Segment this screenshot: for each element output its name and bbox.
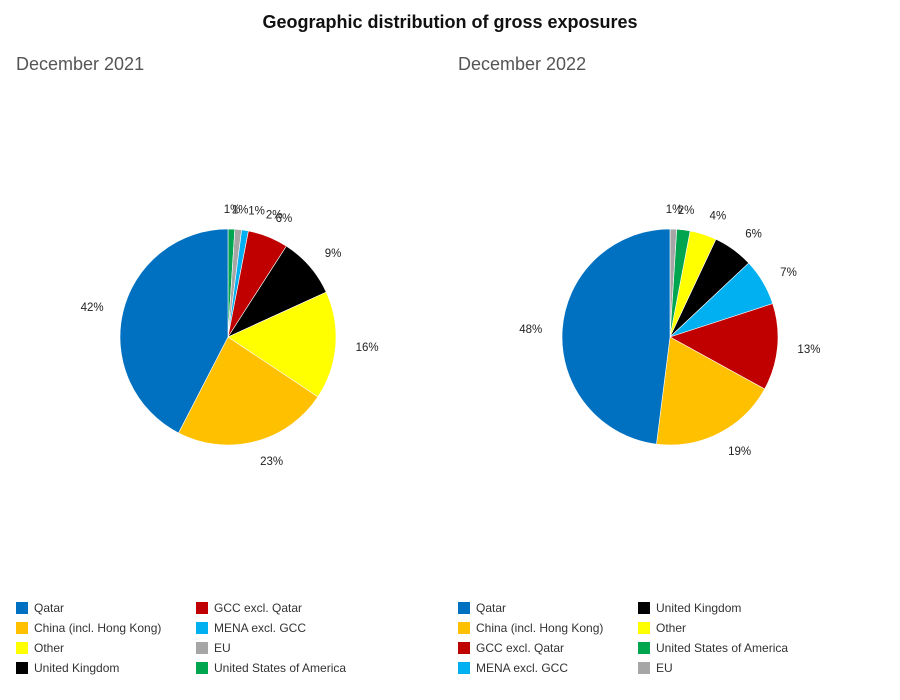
legend-december-2021: Qatar China (incl. Hong Kong) Other United …	[16, 599, 456, 679]
legend-item-china-incl-hong-kong: China (incl. Hong Kong)	[458, 619, 603, 637]
legend-swatch	[16, 642, 28, 654]
legend-label: GCC excl. Qatar	[476, 641, 565, 655]
legend-label: GCC excl. Qatar	[214, 601, 303, 615]
data-label-eu: 1%	[666, 204, 683, 216]
legend-swatch	[638, 602, 650, 614]
legend-item-other: Other	[16, 639, 64, 657]
legend-swatch	[458, 662, 470, 674]
subtitle-december-2021: December 2021	[16, 54, 145, 74]
pie-slice-qatar	[561, 228, 671, 445]
legend-swatch	[638, 622, 650, 634]
legend-item-other: Other	[638, 619, 686, 637]
legend-swatch	[458, 622, 470, 634]
legend-item-united-states-of-america: United States of America	[638, 639, 788, 657]
pie-chart-december-2022: 1%2% 4% 6% 7% 13% 19% 48%	[519, 204, 820, 458]
legend-label: United Kingdom	[34, 661, 120, 675]
legend-item-qatar: Qatar	[458, 599, 506, 617]
legend-item-united-kingdom: United Kingdom	[16, 659, 119, 677]
legend-label: United States of America	[214, 661, 347, 675]
data-label-united-kingdom: 6%	[745, 228, 762, 240]
data-label-other: 4%	[710, 210, 727, 222]
data-label-gcc-excl-qatar: 6%	[276, 213, 293, 225]
legend-swatch	[16, 602, 28, 614]
legend-swatch	[638, 662, 650, 674]
pie-slice-gcc-excl-qatar	[669, 303, 779, 390]
data-label-mena-excl-gcc: 7%	[780, 267, 797, 279]
data-label-mena-excl-gcc: 1%	[248, 206, 265, 218]
legend-item-mena-excl-gcc: MENA excl. GCC	[458, 659, 568, 677]
legend-item-eu: EU	[196, 639, 231, 657]
data-label-gcc-excl-qatar: 13%	[797, 344, 820, 356]
pie-slice-qatar	[119, 228, 229, 434]
chart-title: Geographic distribution of gross exposur…	[262, 12, 638, 32]
data-label-united-kingdom: 9%	[325, 248, 342, 260]
legend-item-mena-excl-gcc: MENA excl. GCC	[196, 619, 306, 637]
data-label-united-states-of-america: 2%	[678, 205, 695, 217]
data-label-eu: 1%	[232, 205, 249, 217]
legend-item-qatar: Qatar	[16, 599, 64, 617]
subtitle-december-2022: December 2022	[458, 54, 587, 74]
legend-item-gcc-excl-qatar: GCC excl. Qatar	[196, 599, 302, 617]
legend-december-2022: Qatar China (incl. Hong Kong) GCC excl. Qa…	[458, 599, 898, 679]
legend-label: United Kingdom	[656, 601, 742, 615]
legend-swatch	[196, 642, 208, 654]
data-label-china-incl-hong-kong: 23%	[260, 456, 283, 468]
legend-swatch	[16, 622, 28, 634]
legend-swatch	[458, 642, 470, 654]
legend-swatch	[16, 662, 28, 674]
legend-item-gcc-excl-qatar: GCC excl. Qatar	[458, 639, 564, 657]
legend-label: EU	[656, 661, 673, 675]
legend-label: China (incl. Hong Kong)	[476, 621, 604, 635]
data-label-other: 16%	[356, 342, 379, 354]
data-label-extra: 2%	[266, 210, 283, 222]
data-label-united-states-of-america: 1%	[224, 204, 241, 216]
legend-label: EU	[214, 641, 231, 655]
data-label-qatar: 42%	[81, 302, 104, 314]
legend-item-united-kingdom: United Kingdom	[638, 599, 741, 617]
legend-label: Qatar	[34, 601, 65, 615]
pie-chart-december-2021: 1%1% 1%6%9%16%23%42%2%	[81, 204, 379, 468]
legend-label: Other	[34, 641, 65, 655]
legend-label: MENA excl. GCC	[214, 621, 307, 635]
legend-item-eu: EU	[638, 659, 673, 677]
pie-slice-china-incl-hong-kong	[656, 336, 766, 446]
data-label-china-incl-hong-kong: 19%	[728, 446, 751, 458]
legend-label: United States of America	[656, 641, 789, 655]
legend-swatch	[196, 602, 208, 614]
legend-label: Qatar	[476, 601, 507, 615]
legend-label: MENA excl. GCC	[476, 661, 569, 675]
legend-item-united-states-of-america: United States of America	[196, 659, 346, 677]
legend-label: Other	[656, 621, 687, 635]
legend-label: China (incl. Hong Kong)	[34, 621, 162, 635]
legend-item-china-incl-hong-kong: China (incl. Hong Kong)	[16, 619, 161, 637]
data-label-qatar: 48%	[519, 324, 542, 336]
legend-swatch	[196, 662, 208, 674]
legend-swatch	[638, 642, 650, 654]
pie-slice-other	[227, 291, 337, 398]
legend-swatch	[458, 602, 470, 614]
pie-slice-china-incl-hong-kong	[178, 336, 319, 446]
legend-swatch	[196, 622, 208, 634]
